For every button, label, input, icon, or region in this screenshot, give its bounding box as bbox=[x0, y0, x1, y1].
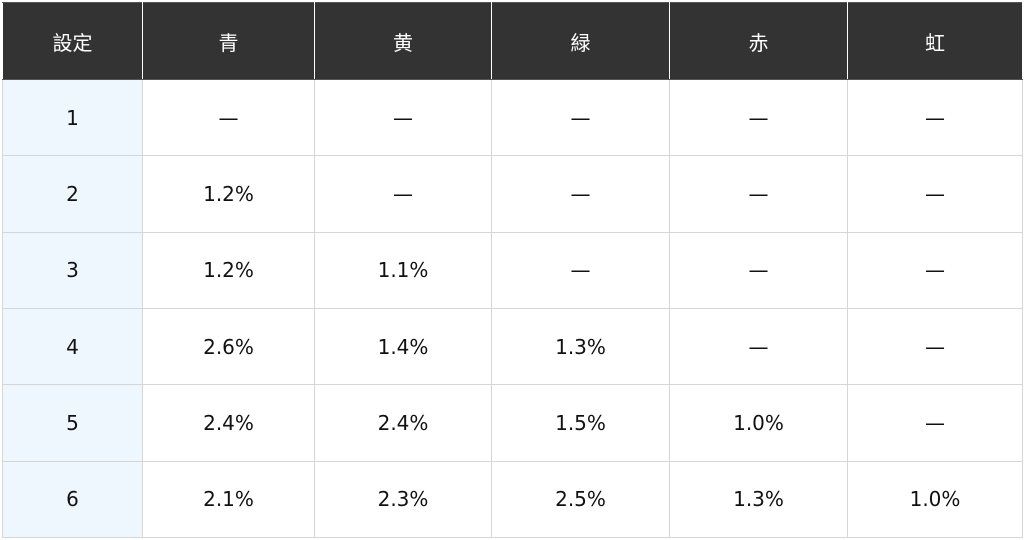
header-row: 設定青黄緑赤虹 bbox=[2, 2, 1023, 80]
table-row: 1— — — — — bbox=[2, 78, 1023, 157]
table-row: 4 2.6% 1.4% 1.3% — — bbox=[2, 307, 1023, 386]
header-cell: 緑 bbox=[491, 2, 670, 80]
table-row: 6 2.1% 2.3% 2.5% 1.3% 1.0% bbox=[2, 460, 1023, 539]
data-cell: 1.2% bbox=[142, 155, 315, 233]
data-cell: 1.2% bbox=[142, 231, 315, 309]
header-cell: 青 bbox=[142, 2, 315, 80]
data-cell: 1.0% bbox=[847, 460, 1023, 539]
data-cell: 2.6% bbox=[142, 307, 315, 386]
data-cell: — bbox=[491, 78, 670, 157]
table-row: 2 1.2% — — — — bbox=[2, 155, 1023, 233]
header-cell: 黄 bbox=[314, 2, 492, 80]
data-cell: 2.4% bbox=[142, 384, 315, 462]
data-cell: 2.1% bbox=[142, 460, 315, 539]
row-label-cell: 5 bbox=[2, 384, 143, 462]
data-cell: — bbox=[847, 155, 1023, 233]
data-cell: 2.4% bbox=[314, 384, 492, 462]
data-cell: — bbox=[142, 78, 315, 157]
data-cell: — bbox=[491, 155, 670, 233]
data-cell: — bbox=[669, 307, 848, 386]
header-cell: 赤 bbox=[669, 2, 848, 80]
row-label-cell: 6 bbox=[2, 460, 143, 539]
data-cell: — bbox=[847, 307, 1023, 386]
data-cell: — bbox=[491, 231, 670, 309]
row-label-cell: 3 bbox=[2, 231, 143, 309]
data-cell: 1.5% bbox=[491, 384, 670, 462]
data-cell: — bbox=[847, 231, 1023, 309]
data-cell: 1.3% bbox=[669, 460, 848, 539]
header-cell: 設定 bbox=[2, 2, 143, 80]
table-header: 設定青黄緑赤虹 bbox=[2, 2, 1023, 80]
data-cell: — bbox=[669, 231, 848, 309]
row-label-cell: 2 bbox=[2, 155, 143, 233]
row-label-cell: 1 bbox=[2, 78, 143, 157]
data-cell: — bbox=[847, 384, 1023, 462]
header-cell: 虹 bbox=[847, 2, 1023, 80]
table-row: 3 1.2% 1.1% — — — bbox=[2, 231, 1023, 309]
table-body: 1— — — — —2 1.2% — — — —3 1.2% 1.1% — — —4 2.6% 1.4% 1.3%… bbox=[2, 78, 1023, 539]
data-cell: 2.5% bbox=[491, 460, 670, 539]
data-cell: — bbox=[314, 78, 492, 157]
data-cell: — bbox=[669, 78, 848, 157]
data-cell: 2.3% bbox=[314, 460, 492, 539]
data-cell: — bbox=[314, 155, 492, 233]
data-cell: 1.3% bbox=[491, 307, 670, 386]
data-cell: — bbox=[847, 78, 1023, 157]
table-row: 5 2.4% 2.4% 1.5% 1.0% — bbox=[2, 384, 1023, 462]
data-cell: 1.1% bbox=[314, 231, 492, 309]
data-cell: 1.0% bbox=[669, 384, 848, 462]
row-label-cell: 4 bbox=[2, 307, 143, 386]
data-cell: — bbox=[669, 155, 848, 233]
data-cell: 1.4% bbox=[314, 307, 492, 386]
